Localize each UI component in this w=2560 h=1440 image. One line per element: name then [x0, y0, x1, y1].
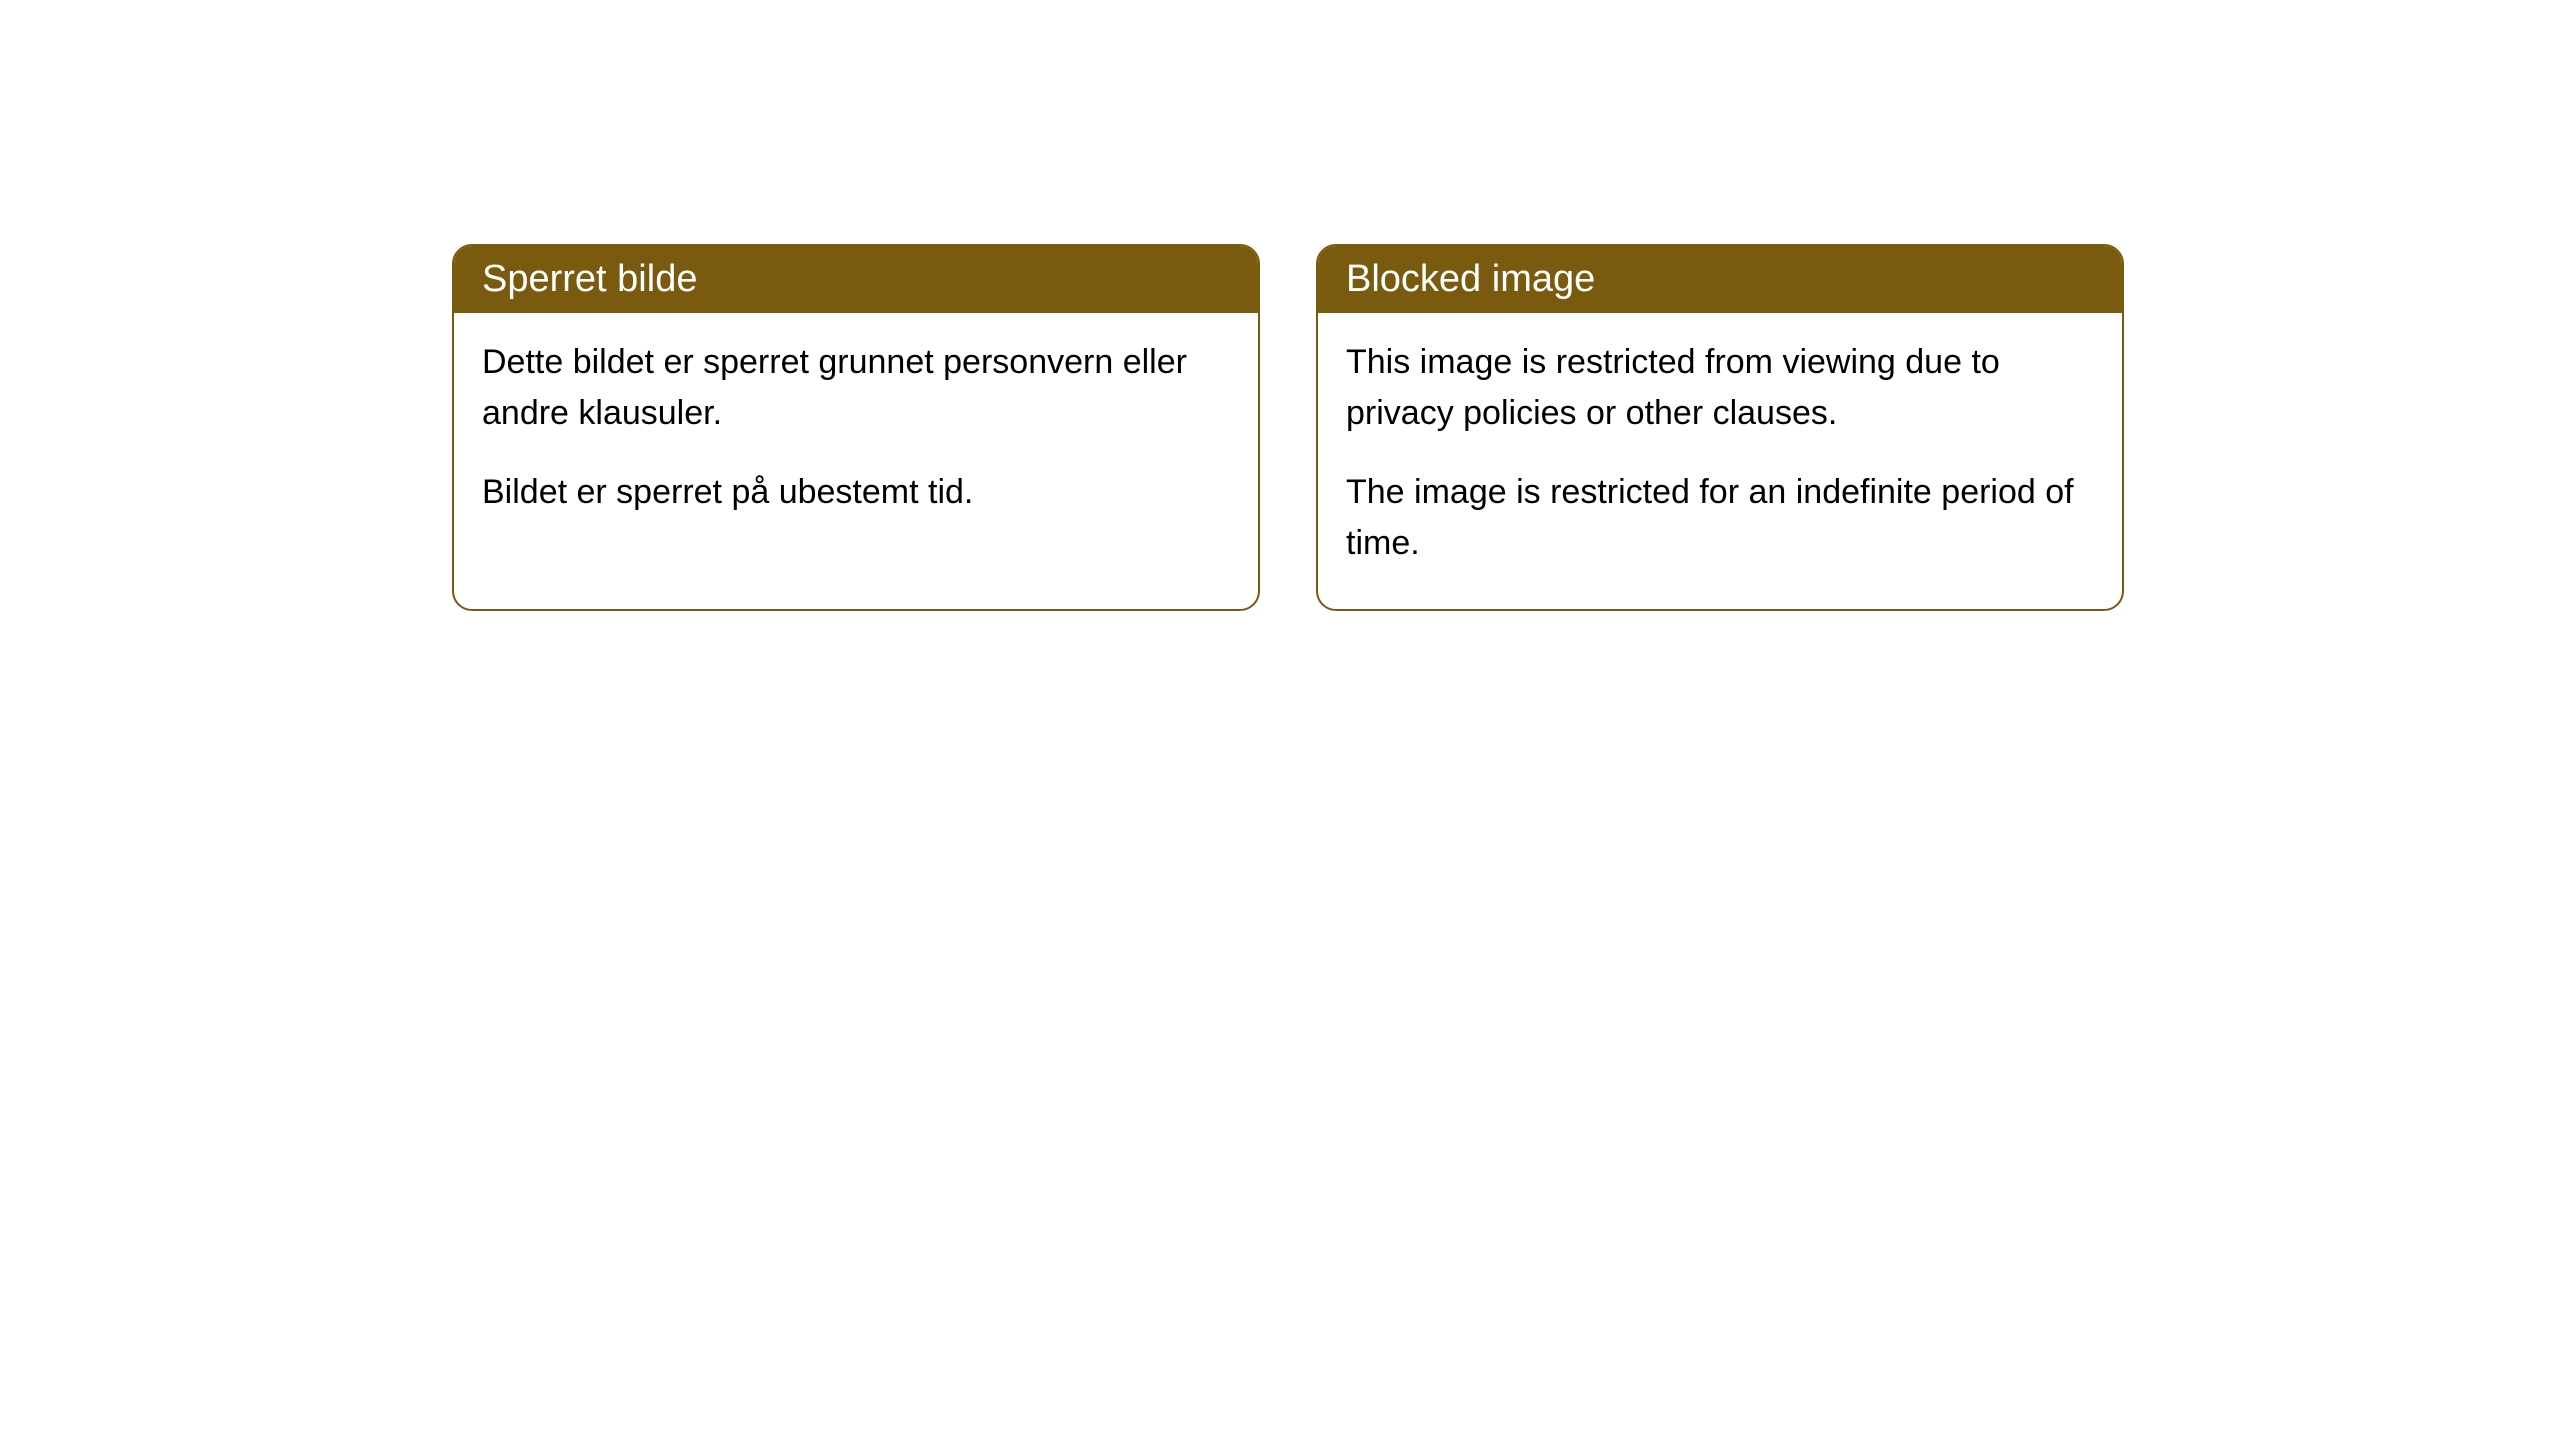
card-header: Blocked image: [1318, 246, 2122, 313]
card-body: This image is restricted from viewing du…: [1318, 313, 2122, 609]
card-header: Sperret bilde: [454, 246, 1258, 313]
notice-container: Sperret bilde Dette bildet er sperret gr…: [0, 0, 2560, 611]
card-body: Dette bildet er sperret grunnet personve…: [454, 313, 1258, 558]
card-paragraph: Bildet er sperret på ubestemt tid.: [482, 467, 1230, 518]
card-title: Sperret bilde: [482, 258, 697, 300]
card-title: Blocked image: [1346, 258, 1595, 300]
card-paragraph: Dette bildet er sperret grunnet personve…: [482, 337, 1230, 439]
notice-card-norwegian: Sperret bilde Dette bildet er sperret gr…: [452, 244, 1260, 611]
notice-card-english: Blocked image This image is restricted f…: [1316, 244, 2124, 611]
card-paragraph: This image is restricted from viewing du…: [1346, 337, 2094, 439]
card-paragraph: The image is restricted for an indefinit…: [1346, 467, 2094, 569]
